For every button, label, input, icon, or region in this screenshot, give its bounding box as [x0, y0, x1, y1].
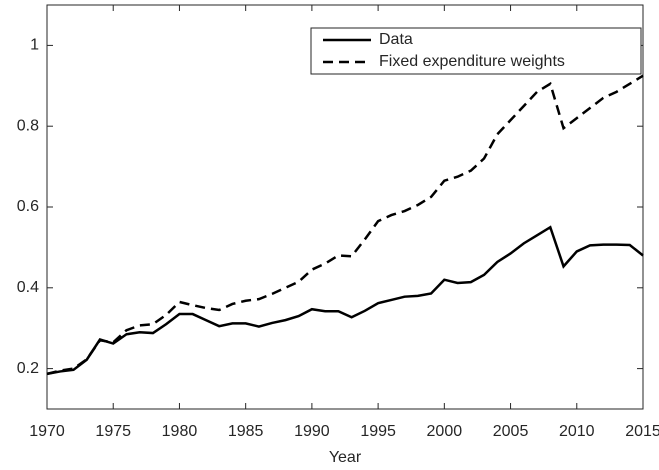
x-tick-label: 1975	[95, 423, 131, 440]
legend-label: Data	[379, 31, 413, 48]
y-tick-label: 0.4	[17, 279, 39, 296]
x-tick-label: 1995	[360, 423, 396, 440]
series-line	[46, 225, 644, 376]
x-tick-label: 2015	[625, 423, 659, 440]
x-tick-label: 1970	[29, 423, 65, 440]
x-tick-label: 1985	[228, 423, 264, 440]
x-tick-label: 2010	[559, 423, 595, 440]
x-tick-label: 2005	[493, 423, 529, 440]
series-line	[46, 74, 644, 376]
y-tick-label: 0.6	[17, 198, 39, 215]
legend-box	[310, 27, 642, 75]
y-tick-label: 1	[30, 37, 39, 54]
legend-label: Fixed expenditure weights	[379, 53, 565, 70]
x-axis-label: Year	[329, 449, 362, 466]
x-tick-label: 1980	[162, 423, 198, 440]
x-tick-label: 1990	[294, 423, 330, 440]
y-tick-label: 0.2	[17, 360, 39, 377]
y-tick-label: 0.8	[17, 117, 39, 134]
x-tick-label: 2000	[427, 423, 463, 440]
